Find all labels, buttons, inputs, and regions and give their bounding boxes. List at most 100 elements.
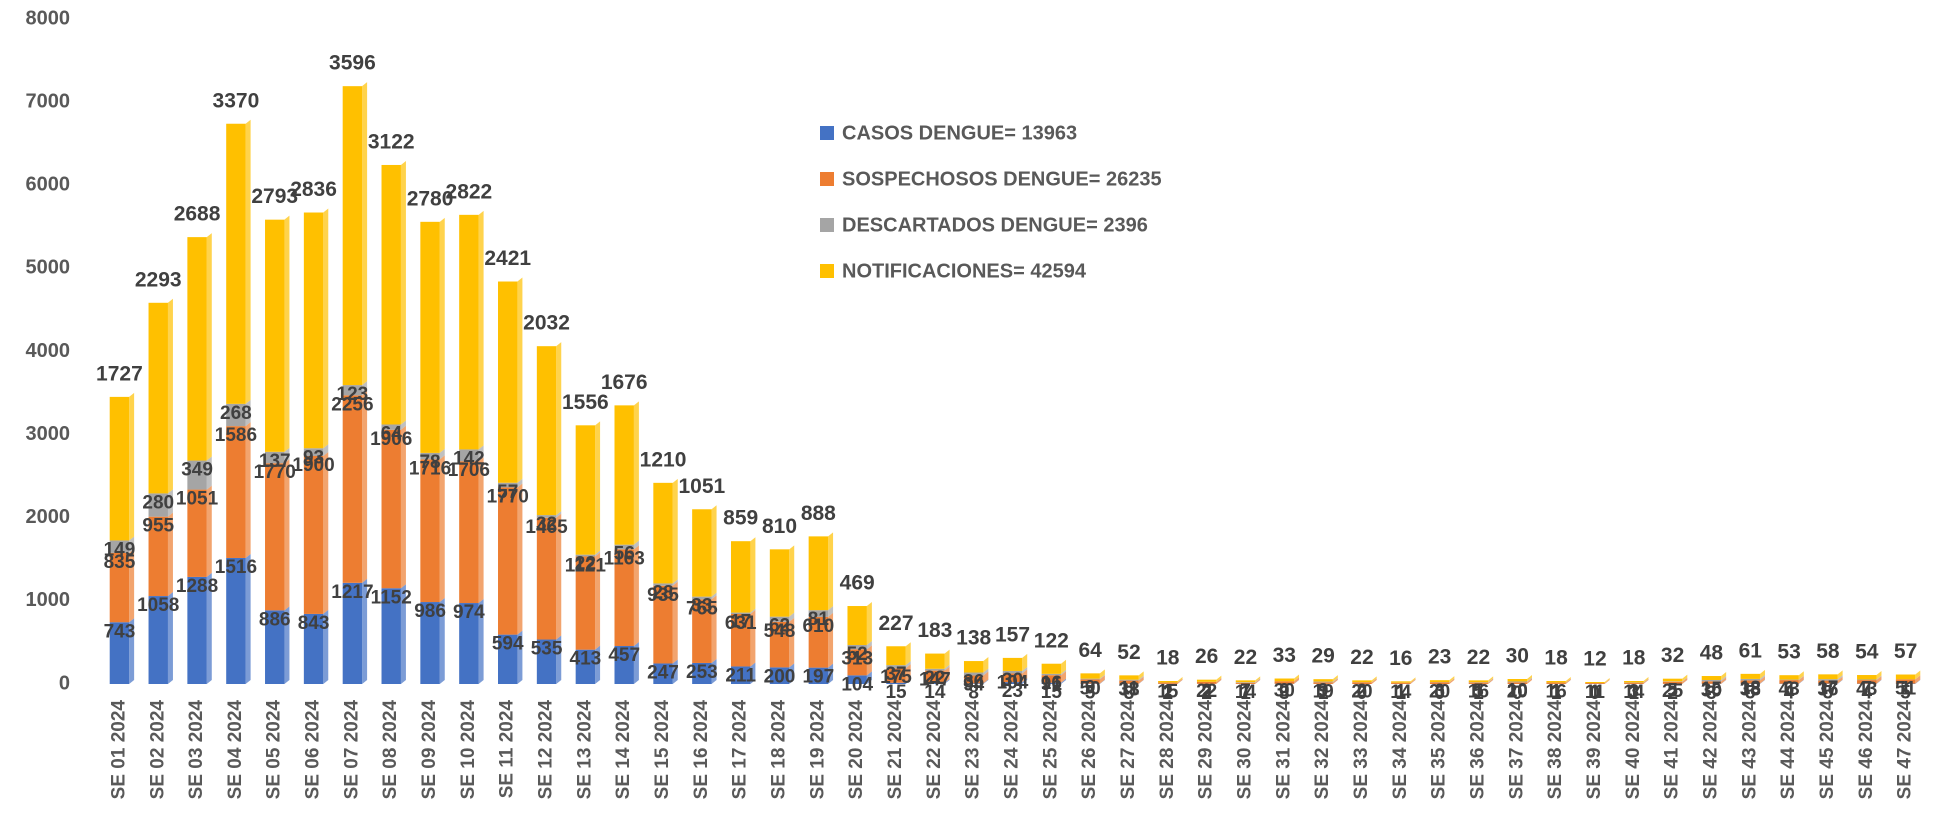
- bar-segment: [1429, 680, 1450, 683]
- bar-side: [750, 537, 756, 613]
- data-label: 3: [1434, 681, 1445, 702]
- bar-side: [1915, 679, 1921, 684]
- bar-segment: [1274, 681, 1295, 684]
- data-label: 94: [963, 675, 985, 696]
- bar-side: [1526, 678, 1532, 684]
- bar-side: [595, 645, 601, 684]
- bar-side: [672, 581, 678, 664]
- data-label: 138: [956, 627, 991, 650]
- data-label: 0: [1357, 683, 1368, 704]
- data-label: 19: [1313, 681, 1334, 702]
- bar-segment: [575, 554, 596, 557]
- bar-segment: [769, 621, 790, 668]
- data-label: 7: [1861, 679, 1872, 700]
- bar-side: [1061, 669, 1067, 676]
- bar-side: [517, 483, 523, 635]
- bar-segment: [148, 516, 168, 597]
- bar-side: [789, 612, 795, 622]
- bar-side: [1138, 675, 1144, 681]
- bar-side: [517, 630, 523, 684]
- bar-segment: [226, 426, 246, 558]
- x-tick-label: SE 09 2024: [419, 700, 440, 800]
- bar-side: [944, 664, 950, 671]
- data-label: 52: [1117, 641, 1140, 664]
- bar-side: [1410, 677, 1416, 683]
- x-tick-label: SE 25 2024: [1040, 700, 1061, 800]
- data-label: 765: [686, 598, 718, 619]
- bar-segment: [498, 281, 518, 483]
- data-label: 78: [419, 452, 440, 473]
- data-label: 1906: [370, 429, 412, 450]
- data-label: 227: [878, 612, 913, 635]
- bar-segment: [420, 452, 440, 460]
- data-label: 859: [723, 507, 758, 530]
- bar-segment: [420, 602, 440, 684]
- bar-segment: [1701, 676, 1722, 681]
- bar-side: [750, 608, 756, 615]
- bar-side: [1721, 677, 1727, 684]
- data-label: 157: [995, 623, 1030, 646]
- data-label: 14: [1390, 682, 1412, 703]
- data-label: 14: [1235, 682, 1257, 703]
- bar-segment: [1002, 673, 1023, 683]
- bar-segment: [925, 682, 945, 684]
- data-label: 1716: [409, 458, 451, 479]
- bar-segment: [187, 460, 207, 490]
- data-label: 33: [1273, 644, 1296, 667]
- bar-segment: [187, 576, 207, 684]
- bar-segment: [847, 645, 867, 650]
- data-label: 4: [1861, 683, 1872, 704]
- data-label: 149: [104, 539, 136, 560]
- data-label: 974: [453, 602, 485, 623]
- bar-segment: [109, 540, 130, 553]
- bar-segment: [1857, 679, 1877, 681]
- bar-side: [245, 399, 251, 427]
- data-label: 9: [1085, 678, 1096, 699]
- bar-side: [206, 485, 212, 577]
- bar-side: [1138, 671, 1144, 680]
- x-tick-label: SE 03 2024: [186, 700, 207, 800]
- x-tick-label: SE 43 2024: [1739, 700, 1760, 800]
- bar-segment: [303, 455, 324, 614]
- bar-segment: [1624, 681, 1644, 683]
- legend-label: CASOS DENGUE= 13963: [842, 122, 1077, 144]
- data-label: 2: [1201, 681, 1212, 702]
- data-label: 12: [1583, 648, 1606, 671]
- bar-side: [1643, 678, 1649, 683]
- bar-side: [789, 545, 795, 617]
- data-label: 349: [181, 460, 213, 481]
- bar-side: [1915, 675, 1921, 680]
- legend-label: SOSPECHOSOS DENGUE= 26235: [842, 168, 1162, 190]
- data-label: 1770: [487, 487, 529, 508]
- bar-side: [1682, 677, 1688, 684]
- bar-side: [1721, 672, 1727, 681]
- bar-side: [711, 592, 717, 600]
- bar-side: [905, 664, 911, 683]
- bar-segment: [1158, 681, 1178, 683]
- bar-side: [167, 298, 173, 494]
- bar-segment: [1507, 679, 1527, 682]
- data-label: 15: [885, 682, 907, 703]
- y-tick-label: 1000: [26, 589, 71, 611]
- bar-segment: [730, 614, 751, 667]
- bar-side: [167, 512, 173, 597]
- bar-side: [1759, 674, 1765, 681]
- data-label: 5: [1667, 680, 1678, 701]
- data-label: 5: [1823, 683, 1834, 704]
- data-label: 2780: [407, 187, 454, 210]
- data-label: 886: [259, 609, 291, 630]
- bar-side: [1371, 678, 1377, 683]
- bar-segment: [614, 544, 634, 550]
- data-label: 175: [880, 667, 912, 688]
- bar-side: [633, 401, 639, 545]
- bar-segment: [459, 603, 479, 684]
- bar-side: [1371, 676, 1377, 683]
- data-label: 18: [1544, 647, 1568, 670]
- bar-side: [595, 552, 601, 650]
- bar-side: [1837, 670, 1843, 680]
- x-tick-label: SE 38 2024: [1545, 700, 1566, 800]
- bar-segment: [109, 552, 130, 623]
- data-label: 14: [924, 682, 946, 703]
- data-label: 1706: [448, 460, 490, 481]
- bar-side: [711, 595, 717, 663]
